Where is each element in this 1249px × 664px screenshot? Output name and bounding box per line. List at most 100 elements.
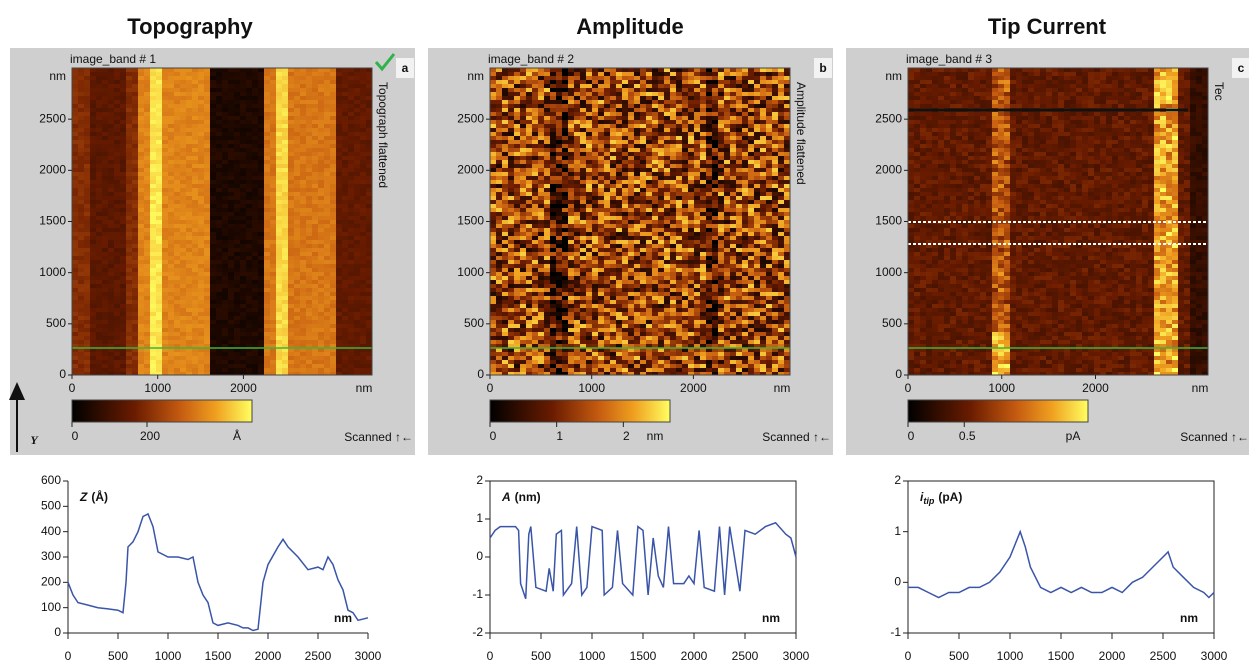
pixel [294,224,301,229]
pixel [198,328,205,333]
pixel [108,136,115,141]
pixel [694,132,701,137]
pixel [586,72,593,77]
pixel [114,84,121,89]
pixel [156,92,163,97]
pixel [186,176,193,181]
pixel [282,228,289,233]
pixel [640,148,647,153]
pixel [114,288,121,293]
pixel [282,144,289,149]
pixel [114,116,121,121]
pixel [360,228,367,233]
pixel [760,76,767,81]
pixel [354,164,361,169]
pixel [360,296,367,301]
pixel [210,220,217,225]
pixel [192,92,199,97]
pixel [102,148,109,153]
pixel [306,156,313,161]
pixel [592,152,599,157]
pixel [234,332,241,337]
pixel [694,100,701,105]
pixel [348,84,355,89]
pixel [538,76,545,81]
pixel [312,360,319,365]
pixel [228,104,235,109]
pixel [282,316,289,321]
pixel [742,108,749,113]
pixel [760,80,767,85]
pixel [330,352,337,357]
pixel [514,112,521,117]
pixel [114,316,121,321]
pixel [78,272,85,277]
pixel [168,232,175,237]
pixel [240,68,247,73]
pixel [186,332,193,337]
pixel [336,336,343,341]
pixel [174,180,181,185]
pixel [108,132,115,137]
pixel [264,248,271,253]
pixel [706,72,713,77]
pixel [634,84,641,89]
pixel [754,92,761,97]
pixel [246,288,253,293]
pixel [234,108,241,113]
pixel [84,100,91,105]
pixel [640,96,647,101]
pixel [252,216,259,221]
pixel [318,204,325,209]
pixel [246,256,253,261]
pixel [246,284,253,289]
pixel [114,324,121,329]
pixel [96,84,103,89]
pixel [150,220,157,225]
pixel [114,244,121,249]
pixel [634,96,641,101]
pixel [120,312,127,317]
pixel [282,332,289,337]
pixel [300,332,307,337]
pixel [592,104,599,109]
pixel [240,100,247,105]
pixel [324,80,331,85]
pixel [330,112,337,117]
pixel [144,72,151,77]
pixel [192,248,199,253]
pixel [192,292,199,297]
pixel [300,72,307,77]
pixel [712,72,719,77]
pixel [168,244,175,249]
pixel [252,268,259,273]
pixel [252,296,259,301]
pixel [508,68,515,73]
pixel [616,112,623,117]
pixel [748,132,755,137]
pixel [330,72,337,77]
pixel [132,192,139,197]
pixel [84,112,91,117]
pixel [84,300,91,305]
pixel [622,144,629,149]
pixel [180,332,187,337]
pixel [634,100,641,105]
pixel [330,212,337,217]
pixel [222,164,229,169]
pixel [336,356,343,361]
pixel [276,92,283,97]
pixel [258,216,265,221]
pixel [162,92,169,97]
pixel [300,128,307,133]
pixel [520,148,527,153]
pixel [216,192,223,197]
pixel [282,96,289,101]
pixel [222,92,229,97]
pixel [234,112,241,117]
pixel [300,68,307,73]
pixel [72,144,79,149]
pixel [228,324,235,329]
pixel [102,204,109,209]
pixel [336,152,343,157]
